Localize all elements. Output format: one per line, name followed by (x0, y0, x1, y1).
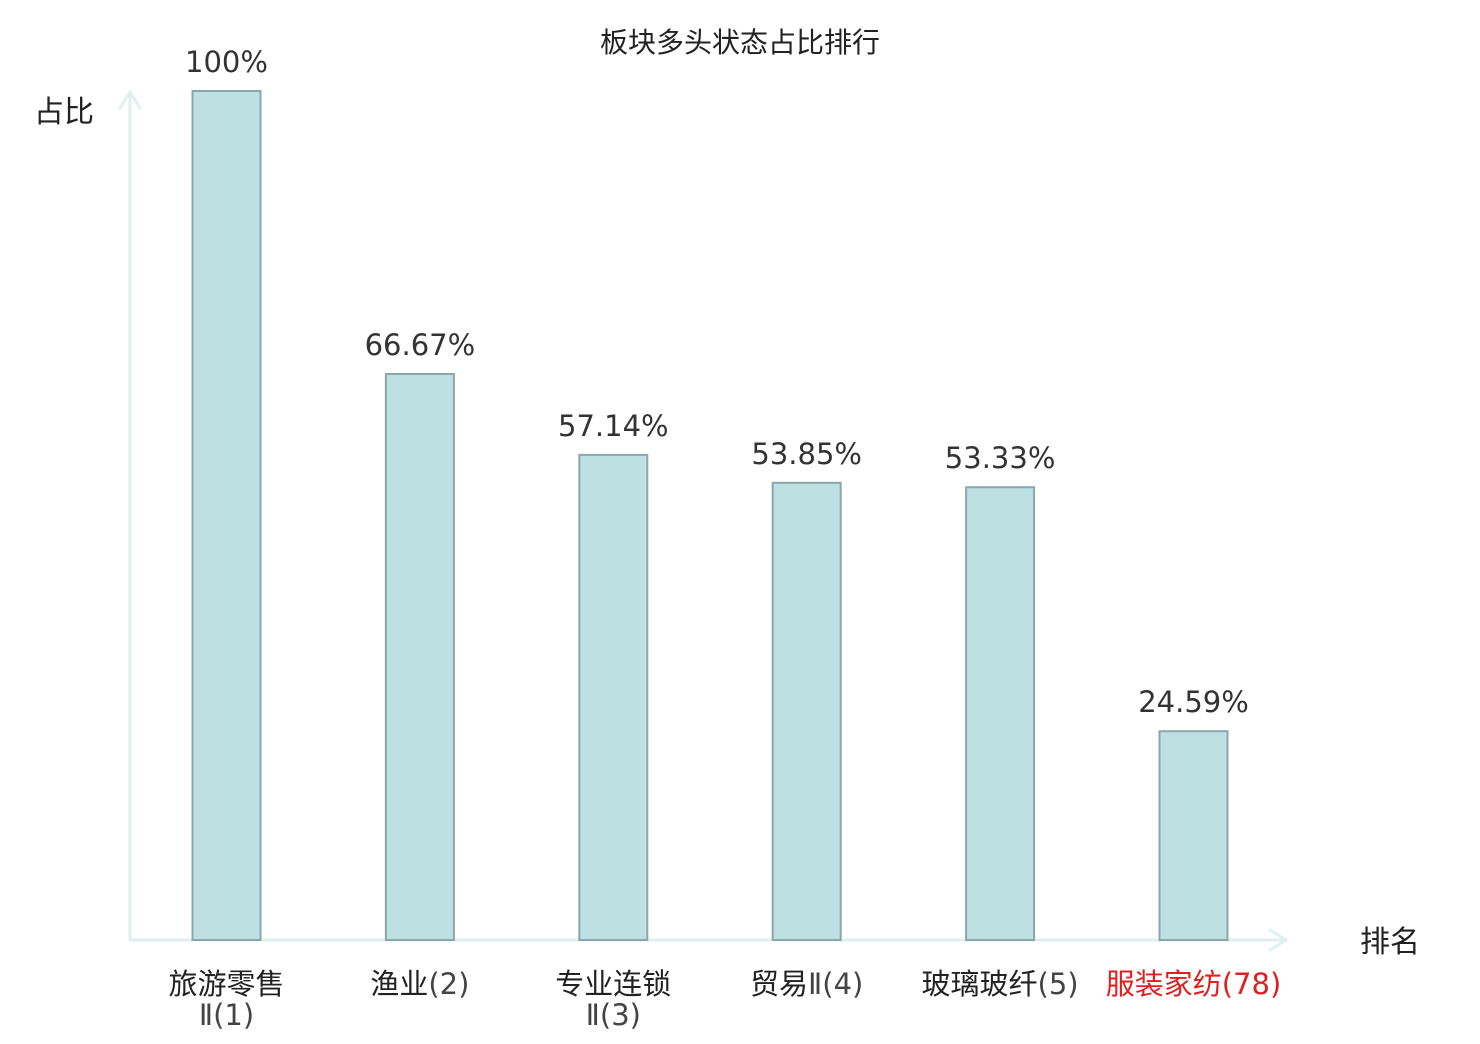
category-label: 渔业(2) (370, 967, 469, 1001)
category-name: 贸易 (750, 967, 808, 1001)
bar (965, 486, 1036, 941)
category-rank: Ⅱ(3) (586, 998, 641, 1032)
y-axis-arrow-icon (118, 90, 142, 110)
category-rank: Ⅱ(1) (199, 998, 254, 1032)
category-label: 玻璃玻纤(5) (922, 967, 1079, 1001)
x-axis-arrow-icon (1268, 928, 1288, 952)
category-name: 专业连锁 (555, 967, 671, 1001)
category-rank: (2) (428, 967, 469, 1001)
bar (191, 90, 262, 941)
category-rank: Ⅱ(4) (808, 967, 863, 1001)
bar-value-label: 100% (185, 45, 268, 79)
category-label: 服装家纺(78) (1106, 967, 1282, 1001)
bar (771, 481, 842, 941)
bar-value-label: 24.59% (1138, 685, 1249, 719)
bar (578, 453, 649, 941)
bar (1158, 730, 1229, 942)
category-label: 贸易Ⅱ(4) (750, 967, 863, 1001)
bars (191, 90, 1229, 942)
y-axis-label: 占比 (34, 95, 94, 130)
bar-value-label: 53.85% (751, 437, 862, 471)
category-name: 旅游零售 (168, 967, 284, 1001)
category-rank: (78) (1222, 967, 1282, 1001)
x-axis-label: 排名 (1360, 925, 1420, 960)
category-name: 玻璃玻纤 (922, 967, 1038, 1001)
bar-value-label: 57.14% (558, 409, 669, 443)
category-rank: (5) (1038, 967, 1079, 1001)
value-labels: 100% 66.67% 57.14% 53.85% 53.33% 24.59% (185, 45, 1249, 719)
axes (118, 90, 1288, 952)
chart-title: 板块多头状态占比排行 (600, 26, 880, 59)
category-name: 渔业 (370, 967, 428, 1001)
bar-value-label: 53.33% (945, 441, 1056, 475)
category-name: 服装家纺 (1106, 967, 1222, 1001)
bar-value-label: 66.67% (365, 328, 476, 362)
bar (384, 373, 455, 941)
